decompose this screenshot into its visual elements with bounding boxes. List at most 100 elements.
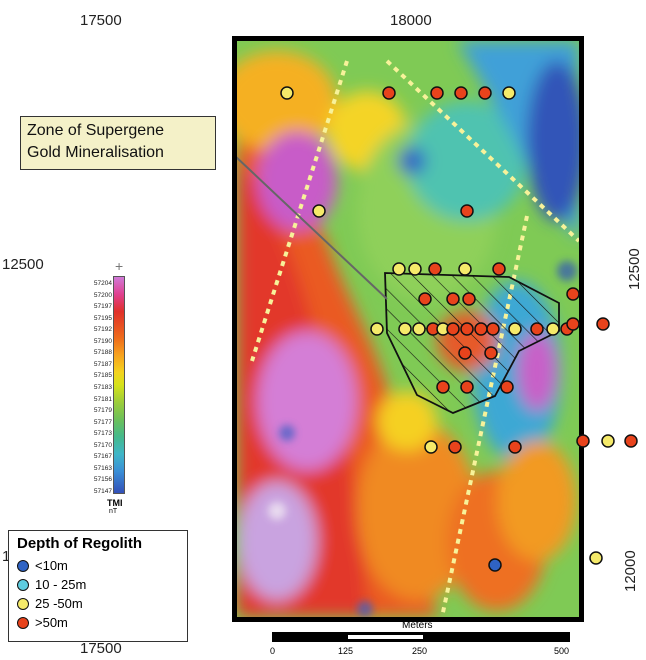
callout-leader-line (237, 156, 388, 300)
drill-hole-point (382, 86, 396, 100)
regolith-depth-legend: Depth of Regolith <10m 10 - 25m 25 -50m … (8, 530, 188, 642)
colorbar-tick-label: 57192 (93, 326, 112, 334)
drill-hole-point (460, 204, 474, 218)
drill-hole-point (280, 86, 294, 100)
legend-dot-icon (17, 597, 29, 610)
tmi-magnetic-map (232, 36, 584, 622)
trend-line-east (440, 215, 529, 617)
scale-tick-label: 125 (338, 646, 354, 656)
colorbar-tick-label: 57195 (93, 314, 112, 322)
scale-bar: Meters 0 125 250 500 (270, 620, 572, 660)
coord-label-left-bottom: 1 (2, 548, 11, 565)
colorbar-unit: nT (109, 508, 118, 515)
drill-hole-point (448, 440, 462, 454)
colorbar-tick-label: 57147 (93, 488, 112, 495)
drill-hole-point (436, 380, 450, 394)
legend-item-label: >50m (35, 615, 68, 630)
drill-hole-point (502, 86, 516, 100)
scale-bar-graphic (272, 632, 570, 642)
coord-label-17500-bottom: 17500 (80, 640, 122, 657)
trend-line-north (385, 59, 579, 243)
drill-hole-point (398, 322, 412, 336)
drill-hole-point (460, 322, 474, 336)
colorbar-tick-label: 57173 (93, 430, 112, 438)
drill-hole-point (530, 322, 544, 336)
drill-hole-point (460, 380, 474, 394)
drill-hole-point (508, 322, 522, 336)
drill-hole-point (576, 434, 590, 448)
drill-hole-point (624, 434, 638, 448)
drill-hole-point (392, 262, 406, 276)
tmi-map-image (237, 41, 579, 617)
colorbar-tick-label: 57187 (93, 360, 112, 368)
colorbar-plus-icon: + (115, 258, 124, 274)
colorbar-tick-label: 57200 (93, 291, 112, 299)
scale-tick-label: 0 (270, 646, 276, 656)
colorbar-tick-label: 57181 (93, 395, 112, 403)
colorbar-tick-label: 57188 (93, 349, 112, 357)
colorbar-tick-label: 57183 (93, 384, 112, 391)
legend-item: <10m (17, 556, 179, 575)
drill-hole-point (601, 434, 615, 448)
drill-hole-point (418, 292, 432, 306)
legend-dot-icon (17, 559, 29, 572)
drill-hole-points (280, 86, 574, 572)
scale-tick-label: 250 (412, 646, 428, 656)
colorbar-tick-label: 57177 (93, 418, 112, 426)
legend-item-label: 10 - 25m (35, 577, 87, 592)
coord-label-18000-top: 18000 (390, 12, 432, 29)
drill-hole-point (488, 558, 502, 572)
colorbar-tick-label: 57179 (93, 407, 112, 415)
drill-hole-point (370, 322, 384, 336)
drill-hole-point (546, 322, 560, 336)
drill-hole-point (462, 292, 476, 306)
legend-dot-icon (17, 578, 29, 591)
drill-hole-point (408, 262, 422, 276)
drill-hole-point (566, 287, 580, 301)
drill-hole-point (458, 262, 472, 276)
tmi-colorbar (113, 276, 125, 494)
drill-hole-point (500, 380, 514, 394)
drill-hole-point (589, 551, 603, 565)
drill-hole-point (446, 322, 460, 336)
drill-hole-point (446, 292, 460, 306)
colorbar-tick-label: 57163 (93, 464, 112, 472)
legend-item: 25 -50m (17, 594, 179, 613)
colorbar-tick-label: 57170 (93, 441, 112, 449)
drill-hole-point (508, 440, 522, 454)
drill-hole-point (454, 86, 468, 100)
callout-line-1: Zone of Supergene (27, 122, 164, 139)
legend-title: Depth of Regolith (17, 535, 142, 552)
drill-hole-point (412, 322, 426, 336)
drill-hole-point (430, 86, 444, 100)
drill-hole-point (566, 317, 580, 331)
coord-label-12500-left: 12500 (2, 256, 44, 273)
supergene-zone-callout: Zone of Supergene Gold Mineralisation (20, 116, 216, 170)
callout-line-2: Gold Mineralisation (27, 144, 164, 161)
drill-hole-point (492, 262, 506, 276)
legend-item-label: <10m (35, 558, 68, 573)
trend-line-west (250, 60, 349, 362)
drill-hole-point (478, 86, 492, 100)
colorbar-unit-label: TMI (107, 498, 123, 508)
legend-item: 10 - 25m (17, 575, 179, 594)
supergene-zone-polygon (384, 272, 560, 414)
legend-dot-icon (17, 616, 29, 629)
scale-title: Meters (402, 620, 433, 631)
colorbar-tick-label: 57167 (93, 453, 112, 461)
colorbar-tick-label: 57204 (93, 280, 112, 287)
colorbar-tick-label: 57197 (93, 303, 112, 311)
colorbar-tick-label: 57190 (93, 337, 112, 345)
scale-tick-label: 500 (554, 646, 570, 656)
coord-label-17500-top: 17500 (80, 12, 122, 29)
drill-hole-point (486, 322, 500, 336)
colorbar-tick-label: 57156 (93, 476, 112, 484)
colorbar-tick-label: 57185 (93, 372, 112, 380)
legend-item: >50m (17, 613, 179, 632)
drill-hole-point (596, 317, 610, 331)
drill-hole-point (428, 262, 442, 276)
legend-item-label: 25 -50m (35, 596, 83, 611)
drill-hole-point (484, 346, 498, 360)
drill-hole-point (424, 440, 438, 454)
